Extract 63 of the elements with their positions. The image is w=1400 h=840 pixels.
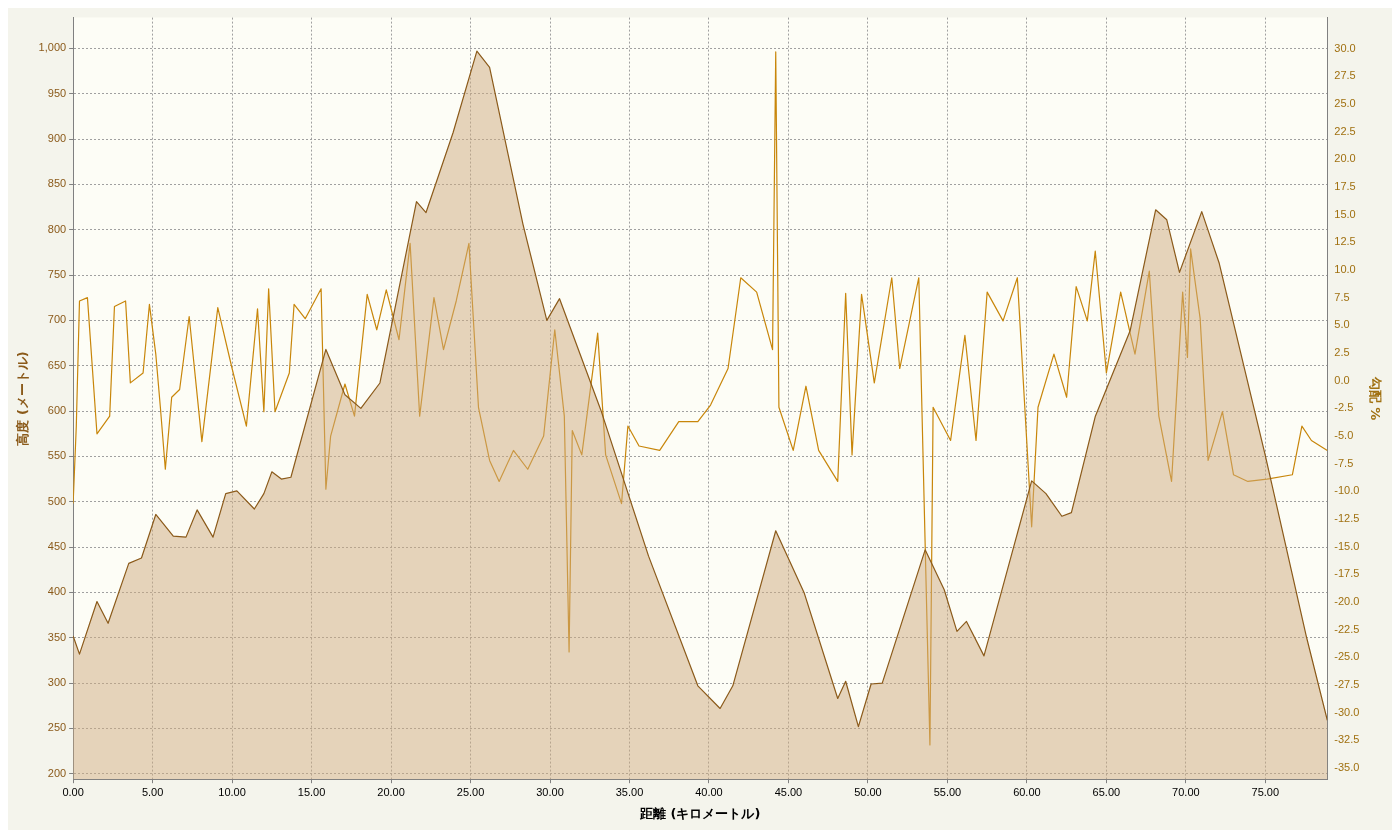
x-tick-label: 30.00 <box>536 785 564 798</box>
y2-tick-label: 0.0 <box>1334 373 1350 386</box>
y2-tick-label: -25.0 <box>1334 650 1360 663</box>
y2-tick-label: 30.0 <box>1334 41 1356 54</box>
x-tick-label: 5.00 <box>141 785 164 798</box>
y-tick-label: 550 <box>47 449 67 462</box>
x-tick-label: 20.00 <box>377 785 405 798</box>
y2-tick-label: -10.0 <box>1334 484 1360 497</box>
x-tick-label: 70.00 <box>1172 785 1200 798</box>
y2-tick-label: -17.5 <box>1334 567 1360 580</box>
x-tick-label: 60.00 <box>1013 785 1041 798</box>
y-tick-label: 600 <box>47 404 67 417</box>
y2-tick-label: -22.5 <box>1334 622 1360 635</box>
x-tick-label: 65.00 <box>1092 785 1121 798</box>
y2-tick-label: 7.5 <box>1334 290 1350 303</box>
y2-tick-label: 12.5 <box>1334 235 1356 248</box>
y2-tick-label: -27.5 <box>1334 678 1360 691</box>
y-tick-label: 250 <box>47 721 67 734</box>
y-tick-label: 500 <box>47 494 67 507</box>
y2-tick-label: -2.5 <box>1334 401 1354 414</box>
y-tick-label: 750 <box>47 268 67 281</box>
y2-tick-label: -7.5 <box>1334 456 1354 469</box>
y2-tick-label: 10.0 <box>1334 263 1356 276</box>
x-tick-label: 25.00 <box>456 785 485 798</box>
y-tick-label: 650 <box>47 358 67 371</box>
y2-tick-label: 2.5 <box>1334 346 1350 359</box>
y2-axis-title: 勾配 % <box>1367 375 1383 421</box>
x-tick-label: 0.00 <box>62 785 84 798</box>
y2-tick-label: 22.5 <box>1334 124 1356 137</box>
y2-tick-label: -15.0 <box>1334 539 1360 552</box>
x-tick-label: 15.00 <box>297 785 326 798</box>
x-tick-label: 55.00 <box>933 785 962 798</box>
y2-tick-label: -32.5 <box>1334 733 1360 746</box>
y-tick-label: 450 <box>47 540 67 553</box>
y-tick-label: 800 <box>47 222 67 235</box>
y-tick-label: 300 <box>47 676 67 689</box>
y2-tick-label: -35.0 <box>1334 761 1360 774</box>
y-tick-label: 700 <box>47 313 67 326</box>
x-axis-title: 距離 (キロメートル) <box>639 805 761 821</box>
y-tick-label: 350 <box>47 630 67 643</box>
y2-tick-label: -12.5 <box>1334 512 1360 525</box>
x-tick-label: 45.00 <box>774 785 803 798</box>
y2-tick-label: 27.5 <box>1334 69 1356 82</box>
y2-tick-label: 17.5 <box>1334 180 1356 192</box>
y-tick-label: 950 <box>47 86 67 99</box>
y2-tick-label: 5.0 <box>1334 318 1350 331</box>
x-tick-label: 40.00 <box>695 785 723 798</box>
y2-tick-label: 15.0 <box>1334 207 1356 220</box>
x-tick-label: 50.00 <box>854 785 882 798</box>
y2-tick-label: -5.0 <box>1334 429 1354 442</box>
y-tick-label: 900 <box>47 132 67 145</box>
y-tick-label: 1,000 <box>38 41 67 54</box>
x-tick-label: 10.00 <box>218 785 246 798</box>
y-axis-title: 高度 (メートル) <box>15 351 31 446</box>
x-tick-label: 75.00 <box>1251 785 1280 798</box>
y2-tick-label: -30.0 <box>1334 705 1360 718</box>
y-tick-label: 400 <box>47 585 67 598</box>
y-tick-label: 850 <box>47 177 67 190</box>
y2-tick-label: 25.0 <box>1334 96 1356 109</box>
y-tick-label: 200 <box>47 766 67 779</box>
x-tick-label: 35.00 <box>615 785 644 798</box>
y2-tick-label: -20.0 <box>1334 595 1360 608</box>
y2-tick-label: 20.0 <box>1334 152 1356 165</box>
